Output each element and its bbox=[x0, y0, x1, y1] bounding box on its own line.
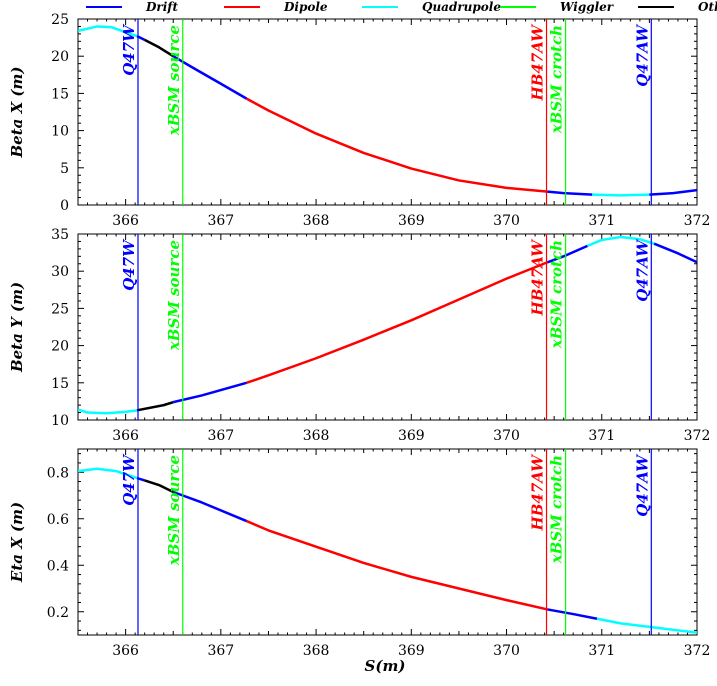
x-tick-label: 368 bbox=[303, 213, 330, 229]
y-tick-label: 0.8 bbox=[47, 465, 69, 481]
element-marker-label: Q47AW bbox=[633, 453, 651, 517]
series-segment-quadrupole bbox=[592, 193, 650, 197]
series-segment-other bbox=[144, 38, 174, 58]
legend-label-wiggler: Wiggler bbox=[560, 0, 615, 14]
series-segment-quadrupole bbox=[78, 25, 138, 38]
series-segment-dipole bbox=[245, 97, 548, 193]
element-marker-label: Q47W bbox=[120, 238, 138, 291]
x-tick-label: 370 bbox=[493, 213, 520, 229]
element-marker-label: HB47AW bbox=[529, 23, 547, 102]
x-tick-label: 369 bbox=[398, 428, 425, 444]
y-tick-label: 10 bbox=[51, 124, 69, 140]
element-marker-label: Q47AW bbox=[633, 23, 651, 87]
x-tick-label: 366 bbox=[112, 643, 139, 659]
x-tick-label: 371 bbox=[588, 213, 615, 229]
y-tick-label: 0 bbox=[60, 198, 69, 214]
x-tick-label: 366 bbox=[112, 213, 139, 229]
y-tick-label: 0.4 bbox=[47, 558, 69, 574]
series-segment-drift bbox=[547, 608, 598, 620]
legend-label-other: Other bbox=[698, 0, 717, 14]
x-tick-label: 372 bbox=[684, 213, 711, 229]
x-tick-label: 370 bbox=[493, 643, 520, 659]
y-tick-label: 25 bbox=[51, 12, 69, 28]
panel-1: 366 367 368 369 370 371 372 0 5 10 15 20 25 Beta X (m… bbox=[8, 12, 710, 229]
series-segment-dipole bbox=[246, 261, 548, 384]
y-tick-label: 20 bbox=[51, 339, 69, 355]
x-tick-label: 372 bbox=[684, 428, 711, 444]
element-marker-label: Q47W bbox=[120, 23, 138, 76]
element-marker-label: Q47W bbox=[120, 453, 138, 506]
panel-2: 366 367 368 369 370 371 372 10 15 20 25 30 35 Beta Y … bbox=[8, 227, 710, 444]
element-marker-label: HB47AW bbox=[529, 453, 547, 532]
x-tick-label: 366 bbox=[112, 428, 139, 444]
y-tick-label: 25 bbox=[51, 301, 69, 317]
y-tick-label: 30 bbox=[51, 264, 69, 280]
x-tick-label: 368 bbox=[303, 643, 330, 659]
series-segment-quadrupole bbox=[78, 408, 138, 415]
plot-frame bbox=[77, 18, 698, 206]
x-tick-label: 369 bbox=[398, 643, 425, 659]
y-tick-label: 15 bbox=[51, 376, 69, 392]
legend-label-dipole: Dipole bbox=[283, 0, 328, 14]
series-segment-dipole bbox=[246, 519, 548, 611]
y-axis-label: Beta Y (m) bbox=[8, 282, 26, 373]
series-segment-drift bbox=[653, 242, 697, 264]
plot-frame bbox=[77, 233, 698, 421]
x-tick-label: 367 bbox=[207, 428, 234, 444]
y-tick-label: 20 bbox=[51, 49, 69, 65]
x-tick-label: 372 bbox=[684, 643, 711, 659]
x-tick-label: 369 bbox=[398, 213, 425, 229]
legend-label-quadrupole: Quadrupole bbox=[422, 0, 501, 14]
series-segment-other bbox=[144, 479, 174, 494]
plot-frame bbox=[77, 448, 698, 636]
y-tick-label: 5 bbox=[60, 161, 69, 177]
y-axis-label: Eta X (m) bbox=[8, 502, 26, 583]
series-segment-drift bbox=[547, 190, 593, 196]
series-segment-other bbox=[136, 400, 174, 412]
x-axis-label: S(m) bbox=[365, 657, 406, 675]
series-segment-quadrupole bbox=[586, 235, 655, 248]
element-marker-label: xBSM crotch bbox=[548, 455, 566, 564]
x-tick-label: 367 bbox=[207, 643, 234, 659]
series-segment-drift bbox=[172, 490, 248, 523]
element-marker-label: xBSM source bbox=[165, 240, 183, 351]
x-tick-label: 367 bbox=[207, 213, 234, 229]
x-tick-label: 371 bbox=[588, 643, 615, 659]
element-marker-label: xBSM crotch bbox=[548, 240, 566, 349]
y-tick-label: 0.2 bbox=[47, 605, 69, 621]
panels: 366 367 368 369 370 371 372 0 5 10 15 20 25 Beta X (m… bbox=[8, 12, 710, 659]
y-tick-label: 0.6 bbox=[47, 512, 69, 528]
legend-label-drift: Drift bbox=[145, 0, 178, 14]
panel-3: 366 367 368 369 370 371 372 0.2 0.4 0.6 0.8 Eta X (… bbox=[8, 448, 711, 659]
x-tick-label: 371 bbox=[588, 428, 615, 444]
legend: Drift Dipole Quadrupole Wiggler Other bbox=[86, 0, 717, 14]
element-marker-label: xBSM source bbox=[165, 455, 183, 566]
series-segment-drift bbox=[547, 244, 588, 264]
element-marker-label: Q47AW bbox=[633, 238, 651, 302]
x-tick-label: 368 bbox=[303, 428, 330, 444]
series-segment-quadrupole bbox=[596, 617, 697, 634]
x-tick-label: 370 bbox=[493, 428, 520, 444]
series-segment-drift bbox=[649, 188, 697, 196]
element-marker-label: xBSM source bbox=[165, 25, 183, 136]
element-marker-label: xBSM crotch bbox=[548, 25, 566, 134]
y-axis-label: Beta X (m) bbox=[8, 66, 26, 158]
series-segment-drift bbox=[172, 381, 247, 404]
element-marker-label: HB47AW bbox=[529, 238, 547, 317]
y-tick-label: 35 bbox=[51, 227, 69, 243]
series-segment-quadrupole bbox=[78, 467, 138, 480]
y-tick-label: 15 bbox=[51, 86, 69, 102]
y-tick-label: 10 bbox=[51, 413, 69, 429]
series-segment-drift bbox=[172, 55, 248, 100]
series-group bbox=[78, 25, 697, 197]
